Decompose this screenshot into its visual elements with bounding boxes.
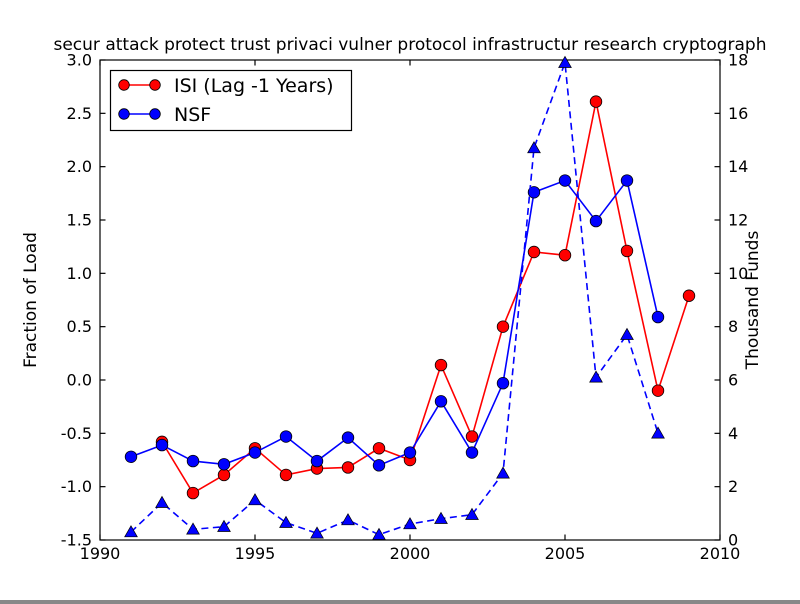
legend-item-label: ISI (Lag -1 Years) [174,75,334,97]
series-isi-lag-1-years-marker-circle [372,442,386,455]
series-isi-lag-1-years-marker-circle [682,289,696,302]
series-nsf-thousand-funds-right-axis-unlabeled-dashed-marker-triangle [403,517,417,530]
series-nsf-marker-circle [465,446,479,459]
series-nsf-thousand-funds-right-axis-unlabeled-dashed-marker-triangle [186,522,200,535]
series-isi-lag-1-years-marker-circle [620,244,634,258]
left-tick-label: -0.5 [61,424,92,443]
series-nsf-thousand-funds-right-axis-unlabeled-dashed-marker-triangle [620,327,634,340]
left-tick-label: 1.5 [67,211,92,230]
series-nsf-marker-circle [403,446,417,459]
series-isi-lag-1-years-marker-circle [651,384,665,397]
x-tick-label: 2005 [545,544,586,563]
series-nsf-thousand-funds-right-axis-unlabeled-dashed-marker-triangle [310,526,324,539]
series-nsf-marker-circle [310,454,324,468]
series-isi-lag-1-years-marker-circle [279,468,293,482]
series-nsf-marker-circle [217,458,231,471]
series-isi-lag-1-years-marker-circle [186,486,200,500]
chart-title: secur attack protect trust privaci vulne… [53,35,766,55]
plot-area: 1990 1995 2000 2005 20103.02.52.01.51.00.50.… [61,51,749,564]
series-isi-lag-1-years-line [161,101,690,495]
series-isi-lag-1-years-marker-circle [217,468,231,482]
series-nsf-marker-circle [279,430,293,443]
series-nsf-thousand-funds-right-axis-unlabeled-dashed-marker-triangle [372,527,386,540]
series-nsf-thousand-funds-right-axis-unlabeled-dashed-marker-triangle [248,493,262,506]
left-tick-label: 3.0 [67,51,92,70]
left-tick-label: -1.5 [61,531,92,550]
legend: ISI (Lag -1 Years) NSF [109,69,353,132]
x-tick-label: 2010 [700,544,741,563]
plot-border [99,59,721,541]
series-nsf-marker-circle [155,438,169,452]
series-nsf-marker-circle [434,395,448,408]
series-nsf-thousand-funds-right-axis-unlabeled-dashed-line [130,62,659,536]
series-nsf-thousand-funds-right-axis-unlabeled-dashed-marker-triangle [465,507,479,520]
series-nsf-thousand-funds-right-axis-unlabeled-dashed-marker-triangle [217,519,231,532]
right-tick-label: 16 [728,104,748,123]
right-axis-label: Thousand Funds [743,231,763,371]
series-isi-lag-1-years-marker-circle [496,320,510,333]
series-isi-lag-1-years-marker-circle [465,430,479,443]
legend-sample-marker [149,79,161,91]
left-tick-label: 0.0 [67,371,92,390]
series-nsf-thousand-funds-right-axis-unlabeled-dashed-marker-triangle [434,511,448,524]
series-nsf-marker-circle [341,431,355,444]
left-tick-label: -1.0 [61,477,92,496]
series-nsf-marker-circle [651,310,665,324]
x-tick-label: 2000 [390,544,431,563]
right-tick-label: 18 [728,51,748,70]
right-tick-label: 14 [728,157,748,176]
x-tick-label: 1990 [80,544,121,563]
left-tick-label: 2.5 [67,104,92,123]
right-tick-label: 10 [728,264,748,283]
x-tick-label: 1995 [235,544,276,563]
left-tick-label: 2.0 [67,157,92,176]
series-nsf-thousand-funds-right-axis-unlabeled-dashed-marker-triangle [558,55,572,68]
series-nsf-line [130,178,659,467]
series-isi-lag-1-years-marker-circle [434,358,448,372]
series-nsf-thousand-funds-right-axis-unlabeled-dashed-marker-triangle [651,426,665,439]
series-isi-lag-1-years-marker-circle [527,245,541,259]
right-tick-label: 0 [728,531,738,550]
left-tick-label: 1.0 [67,264,92,283]
series-nsf-thousand-funds-right-axis-unlabeled-dashed-marker-triangle [496,466,510,479]
series-nsf-thousand-funds-right-axis-unlabeled-dashed-marker-triangle [279,515,293,528]
legend-item-label: NSF [174,104,211,126]
series-nsf-thousand-funds-right-axis-unlabeled-dashed-marker-triangle [589,370,603,383]
legend-sample-marker [118,79,130,91]
series-nsf-marker-circle [124,450,138,464]
left-tick-label: 0.5 [67,317,92,336]
legend-sample-marker [149,108,161,120]
legend-sample-marker [118,108,130,120]
right-tick-label: 12 [728,211,748,230]
series-nsf-thousand-funds-right-axis-unlabeled-dashed-marker-triangle [527,141,541,154]
series-isi-lag-1-years-marker-circle [558,248,572,262]
series-nsf-thousand-funds-right-axis-unlabeled-dashed-marker-triangle [341,513,355,526]
legend-box [109,69,353,132]
series-nsf-thousand-funds-right-axis-unlabeled-dashed-marker-triangle [124,525,138,538]
right-tick-label: 8 [728,317,738,336]
right-tick-label: 4 [728,424,738,443]
series-nsf-marker-circle [620,174,634,187]
series-isi-lag-1-years-marker-circle [341,461,355,474]
right-tick-label: 6 [728,371,738,390]
right-tick-label: 2 [728,477,738,496]
left-axis-label: Fraction of Load [21,232,41,368]
series-nsf-marker-circle [558,174,572,187]
series-nsf-marker-circle [496,377,510,390]
series-nsf-thousand-funds-right-axis-unlabeled-dashed-marker-triangle [155,495,169,508]
series-nsf-marker-circle [372,459,386,472]
series-nsf-marker-circle [186,454,200,468]
series-isi-lag-1-years-marker-circle [589,95,603,108]
series-nsf-marker-circle [527,186,541,199]
series-nsf-marker-circle [589,214,603,228]
series-nsf-marker-circle [248,446,262,459]
